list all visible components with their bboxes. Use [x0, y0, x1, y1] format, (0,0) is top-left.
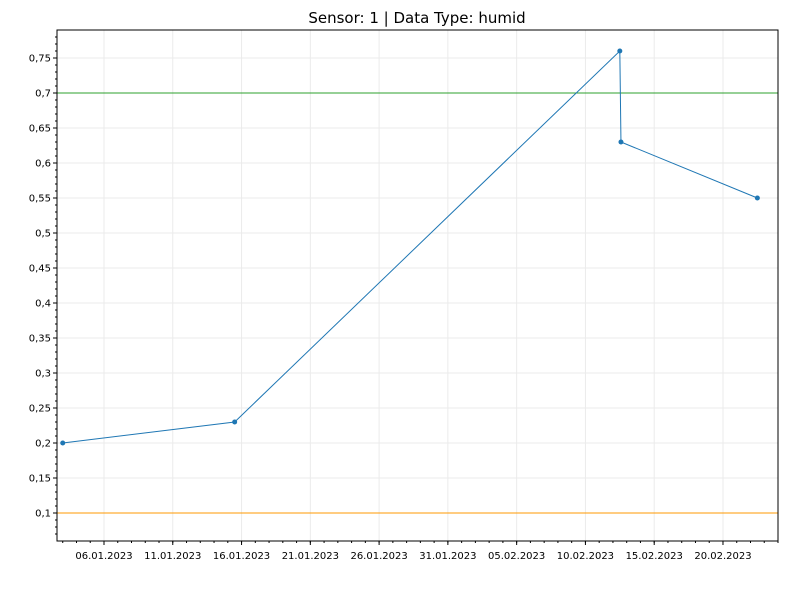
y-tick-label: 0,65: [29, 124, 51, 135]
y-tick-label: 0,45: [29, 264, 51, 275]
series-line: [62, 49, 758, 444]
y-tick-label: 0,25: [29, 404, 51, 415]
data-point: [60, 440, 66, 446]
x-tick-label: 15.02.2023: [626, 551, 683, 562]
y-tick-label: 0,55: [29, 194, 51, 205]
x-tick-label: 21.01.2023: [282, 551, 339, 562]
y-tick-label: 0,15: [29, 474, 51, 485]
data-point: [754, 195, 760, 201]
x-tick-label: 10.02.2023: [557, 551, 614, 562]
x-tick-label: 20.02.2023: [694, 551, 751, 562]
y-tick-label: 0,1: [35, 509, 51, 520]
x-tick-label: 16.01.2023: [213, 551, 270, 562]
x-tick-label: 11.01.2023: [144, 551, 201, 562]
y-tick-label: 0,2: [35, 439, 51, 450]
data-point: [617, 48, 623, 54]
x-tick-label: 31.01.2023: [419, 551, 476, 562]
y-tick-label: 0,5: [35, 229, 51, 240]
data-point: [232, 419, 238, 425]
x-tick-label: 26.01.2023: [350, 551, 407, 562]
y-tick-label: 0,35: [29, 334, 51, 345]
data-point: [618, 139, 624, 145]
x-tick-label: 05.02.2023: [488, 551, 545, 562]
x-tick-label: 06.01.2023: [75, 551, 132, 562]
y-tick-label: 0,6: [35, 159, 51, 170]
y-tick-label: 0,4: [35, 299, 51, 310]
plot-area: [56, 29, 779, 542]
y-tick-label: 0,3: [35, 369, 51, 380]
chart-title: Sensor: 1 | Data Type: humid: [308, 9, 525, 27]
y-tick-label: 0,75: [29, 54, 51, 65]
y-tick-label: 0,7: [35, 89, 51, 100]
